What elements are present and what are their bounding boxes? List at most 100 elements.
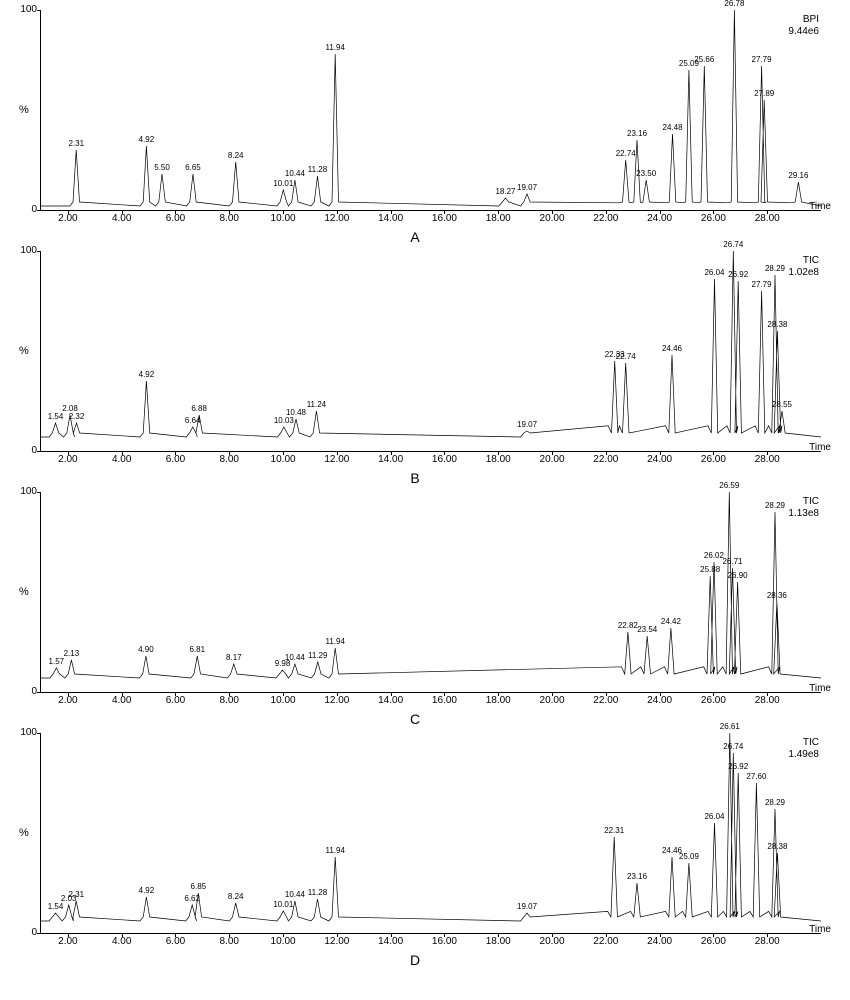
peak-label: 10.01 [273,900,293,909]
peak-label: 27.89 [754,89,774,98]
panel-letter: B [10,470,820,486]
peak-label: 27.79 [752,280,772,289]
x-tick: 20.00 [540,936,565,947]
x-tick: 12.00 [324,454,349,465]
x-tick: 14.00 [378,936,403,947]
plot-area: 0100%2.004.006.008.0010.0012.0014.0016.0… [40,10,821,211]
x-tick: 10.00 [271,695,296,706]
peak-label: 28.36 [767,591,787,600]
peak-label: 4.90 [138,645,154,654]
peak-label: 4.92 [139,135,155,144]
x-tick: 22.00 [593,936,618,947]
peak-label: 11.94 [326,846,345,855]
chromatogram-trace [41,10,821,210]
peak-label: 26.74 [723,742,743,751]
peak-label: 26.90 [728,571,748,580]
chromatogram-trace [41,251,821,451]
peak-label: 6.88 [191,404,207,413]
x-tick: 6.00 [166,695,185,706]
peak-label: 1.57 [49,657,65,666]
x-tick: 6.00 [166,213,185,224]
y-tick: 0 [17,927,37,938]
x-tick: 22.00 [593,454,618,465]
y-tick: 0 [17,445,37,456]
x-tick: 16.00 [432,454,457,465]
y-axis-label: % [19,827,29,839]
x-axis-label: Time [809,201,831,212]
intensity-scale-label: 1.13e8 [788,508,819,519]
peak-label: 4.92 [139,370,155,379]
y-axis-label: % [19,586,29,598]
x-tick: 26.00 [701,213,726,224]
peak-label: 23.54 [637,625,657,634]
x-tick: 24.00 [647,213,672,224]
y-tick: 100 [17,245,37,256]
peak-label: 11.29 [308,651,327,660]
x-tick: 22.00 [593,213,618,224]
x-tick: 16.00 [432,695,457,706]
x-tick: 26.00 [701,695,726,706]
peak-label: 8.24 [228,892,244,901]
peak-label: 11.28 [308,888,327,897]
intensity-scale-label: 1.02e8 [788,267,819,278]
x-tick: 18.00 [486,936,511,947]
peak-label: 6.81 [189,645,205,654]
peak-label: 24.42 [661,617,681,626]
peak-label: 22.74 [616,149,636,158]
peak-label: 10.01 [273,179,293,188]
peak-label: 2.31 [68,139,84,148]
peak-label: 26.74 [723,240,743,249]
x-tick: 18.00 [486,454,511,465]
detector-mode-label: TIC [803,496,819,507]
peak-label: 19.07 [517,902,537,911]
detector-mode-label: BPI [803,14,819,25]
x-tick: 26.00 [701,454,726,465]
peak-label: 28.29 [765,501,785,510]
peak-label: 4.92 [139,886,155,895]
peak-label: 11.94 [326,637,345,646]
peak-label: 19.07 [517,183,537,192]
peak-label: 6.85 [191,882,207,891]
x-tick: 4.00 [112,454,131,465]
x-tick: 26.00 [701,936,726,947]
peak-label: 23.16 [627,129,647,138]
panel-letter: A [10,229,820,245]
x-tick: 24.00 [647,454,672,465]
peak-label: 23.50 [636,169,656,178]
x-tick: 2.00 [58,936,77,947]
peak-label: 24.48 [663,123,683,132]
x-tick: 10.00 [271,936,296,947]
x-tick: 16.00 [432,936,457,947]
x-tick: 6.00 [166,454,185,465]
x-tick: 12.00 [324,695,349,706]
peak-label: 5.50 [154,163,170,172]
y-tick: 0 [17,686,37,697]
intensity-scale-label: 9.44e6 [788,26,819,37]
x-tick: 8.00 [220,213,239,224]
peak-label: 10.48 [286,408,306,417]
plot-area: 0100%2.004.006.008.0010.0012.0014.0016.0… [40,492,821,693]
peak-label: 27.60 [746,772,766,781]
chromatogram-panel-C: 0100%2.004.006.008.0010.0012.0014.0016.0… [10,492,820,727]
x-tick: 4.00 [112,936,131,947]
chromatogram-panel-B: 0100%2.004.006.008.0010.0012.0014.0016.0… [10,251,820,486]
peak-label: 28.38 [767,320,787,329]
panel-letter: D [10,952,820,968]
x-tick: 10.00 [271,454,296,465]
peak-label: 6.65 [185,163,201,172]
x-tick: 8.00 [220,695,239,706]
peak-label: 11.28 [308,165,327,174]
detector-mode-label: TIC [803,737,819,748]
x-tick: 20.00 [540,213,565,224]
x-tick: 6.00 [166,936,185,947]
x-tick: 14.00 [378,213,403,224]
peak-label: 28.38 [767,842,787,851]
peak-label: 29.16 [788,171,808,180]
peak-label: 26.71 [722,557,742,566]
peak-label: 28.29 [765,264,785,273]
y-axis-label: % [19,104,29,116]
x-tick: 14.00 [378,695,403,706]
peak-label: 24.46 [662,344,682,353]
x-tick: 4.00 [112,695,131,706]
x-tick: 24.00 [647,936,672,947]
